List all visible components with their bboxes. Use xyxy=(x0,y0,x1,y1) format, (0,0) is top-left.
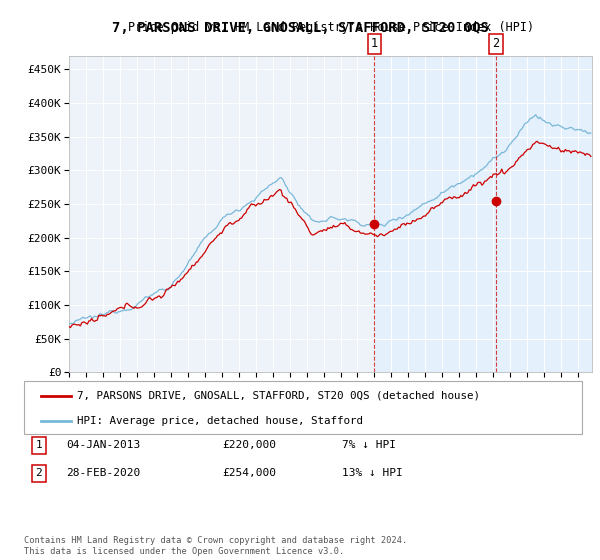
Text: 2: 2 xyxy=(35,468,43,478)
Text: 7, PARSONS DRIVE, GNOSALL, STAFFORD, ST20 0QS (detached house): 7, PARSONS DRIVE, GNOSALL, STAFFORD, ST2… xyxy=(77,391,480,401)
Bar xyxy=(374,56,592,372)
Text: 7, PARSONS DRIVE, GNOSALL, STAFFORD, ST20 0QS: 7, PARSONS DRIVE, GNOSALL, STAFFORD, ST2… xyxy=(112,21,488,35)
Text: £220,000: £220,000 xyxy=(222,440,276,450)
Text: Contains HM Land Registry data © Crown copyright and database right 2024.
This d: Contains HM Land Registry data © Crown c… xyxy=(24,536,407,556)
Text: 13% ↓ HPI: 13% ↓ HPI xyxy=(342,468,403,478)
Text: 04-JAN-2013: 04-JAN-2013 xyxy=(66,440,140,450)
Text: £254,000: £254,000 xyxy=(222,468,276,478)
Text: 2: 2 xyxy=(493,38,500,50)
Text: 1: 1 xyxy=(35,440,43,450)
Text: 7% ↓ HPI: 7% ↓ HPI xyxy=(342,440,396,450)
Text: 1: 1 xyxy=(371,38,378,50)
FancyBboxPatch shape xyxy=(24,381,582,434)
Title: Price paid vs. HM Land Registry's House Price Index (HPI): Price paid vs. HM Land Registry's House … xyxy=(128,21,533,34)
Text: HPI: Average price, detached house, Stafford: HPI: Average price, detached house, Staf… xyxy=(77,416,363,426)
Text: 28-FEB-2020: 28-FEB-2020 xyxy=(66,468,140,478)
